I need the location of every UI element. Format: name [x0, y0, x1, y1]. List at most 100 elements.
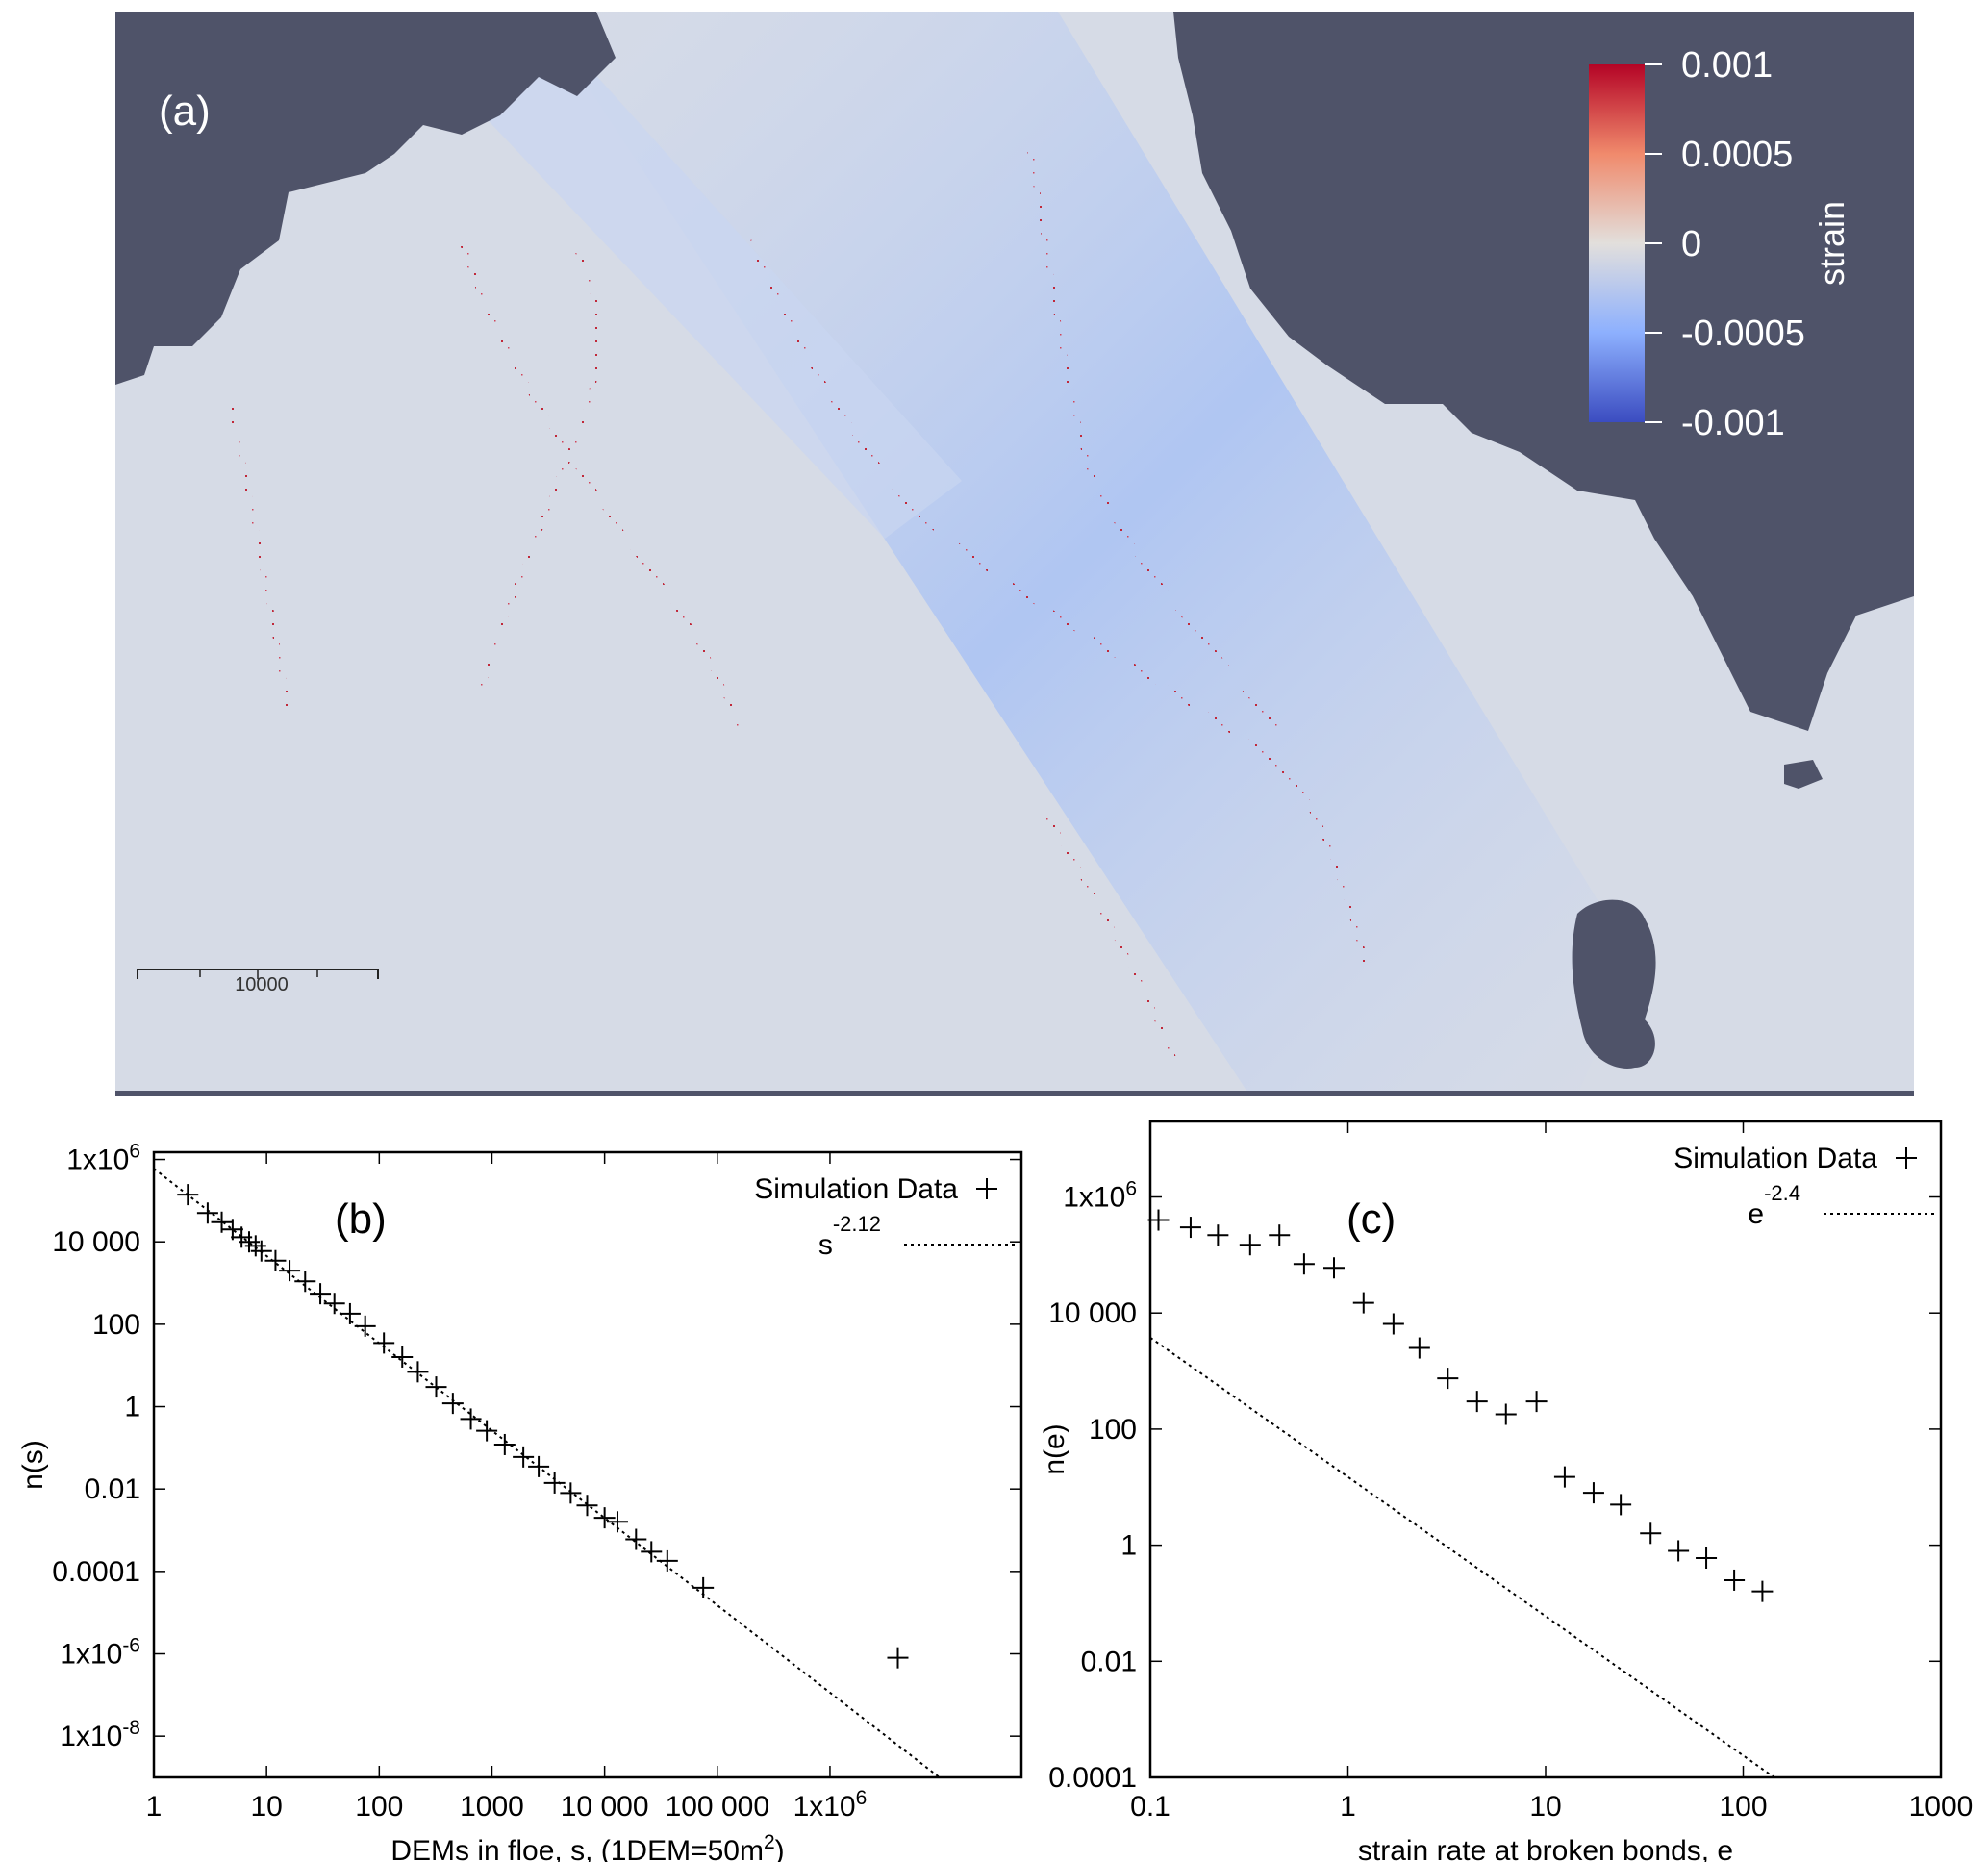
data-point: [1466, 1391, 1488, 1413]
legend-data-label: Simulation Data: [1673, 1143, 1877, 1174]
data-point: [441, 1393, 464, 1415]
chart-c: (c) 0.1 1 10 100 1000 0.0001 0.01 1 100 10 000 1x1…: [1039, 1120, 1974, 1862]
x-tick-label: 10: [1529, 1791, 1561, 1823]
x-tick-label: 100: [1719, 1791, 1767, 1823]
data-point: [264, 1249, 287, 1271]
data-point: [476, 1420, 498, 1442]
data-point: [493, 1433, 516, 1455]
data-point: [407, 1361, 429, 1383]
data-point: [1239, 1234, 1261, 1256]
data-point: [1382, 1313, 1404, 1335]
data-point: [279, 1260, 301, 1282]
colorbar-tick-label: -0.001: [1681, 403, 1785, 443]
x-tick-label: 10 000: [561, 1791, 649, 1823]
data-point: [593, 1507, 616, 1529]
plot-frame: [1148, 1120, 1943, 1779]
y-axis-label: n(e): [1039, 1423, 1070, 1474]
land-northeast: [1173, 12, 1914, 731]
y-tick-label: 1x106: [1063, 1178, 1137, 1214]
data-point: [1495, 1403, 1517, 1425]
y-axis-label: n(s): [17, 1440, 49, 1490]
data-point: [1207, 1224, 1229, 1246]
y-tick-label: 0.0001: [52, 1556, 140, 1588]
x-tick-label: 100 000: [666, 1791, 769, 1823]
map-panel-label: (a): [159, 88, 211, 135]
data-point: [1610, 1494, 1632, 1516]
colorbar-gradient: [1589, 64, 1645, 422]
data-point: [1322, 1257, 1345, 1279]
land-northwest: [115, 12, 616, 385]
data-point: [1352, 1292, 1374, 1314]
chart-b-panel-label: (b): [335, 1195, 387, 1243]
data-point: [1269, 1224, 1291, 1246]
y-tick-label: 10 000: [52, 1226, 140, 1258]
plot-frame: [152, 1150, 1023, 1779]
colorbar: 0.001 0.0005 0 -0.0005 -0.001 strain: [1589, 45, 1851, 443]
y-tick-label: 1x10-8: [60, 1717, 140, 1752]
y-tick-label: 100: [92, 1309, 140, 1341]
legend-fit-label: e-2.4: [1748, 1181, 1800, 1230]
data-point: [425, 1376, 447, 1398]
map-bottom-edge: [115, 1091, 1914, 1096]
data-point: [625, 1528, 647, 1550]
data-point: [1525, 1391, 1548, 1413]
x-tick-label: 100: [355, 1791, 403, 1823]
y-tick-label: 1: [124, 1392, 140, 1423]
data-point: [1751, 1580, 1774, 1602]
x-tick-label: 1x106: [793, 1787, 868, 1823]
data-point: [1582, 1482, 1604, 1504]
chart-c-panel-label: (c): [1346, 1195, 1396, 1243]
y-tick-label: 0.01: [85, 1473, 140, 1505]
data-point: [294, 1271, 316, 1293]
data-point: [513, 1446, 535, 1468]
land-masses: [115, 12, 1914, 1096]
data-point: [1724, 1569, 1746, 1591]
colorbar-title: strain: [1812, 201, 1851, 286]
data-point: [250, 1240, 272, 1262]
data-point: [1696, 1547, 1718, 1569]
colorbar-tick-label: 0.0005: [1681, 135, 1793, 175]
data-point: [1640, 1522, 1662, 1545]
chart-b: (b) 1 10 100 1000 10 000 100 000 1x106 1x10-8 1x…: [17, 1141, 1023, 1862]
y-tick-label: 1x106: [66, 1141, 140, 1176]
y-tick-label: 1x10-6: [60, 1635, 140, 1671]
data-point: [354, 1315, 376, 1337]
data-point: [339, 1302, 361, 1324]
data-point: [1437, 1368, 1459, 1390]
legend-fit-label: s-2.12: [818, 1212, 881, 1261]
data-point: [1408, 1337, 1430, 1359]
diagonal-strain-band: [539, 12, 1635, 1096]
y-tick-label: 10 000: [1048, 1297, 1137, 1329]
colorbar-tick-label: -0.0005: [1681, 314, 1805, 354]
strain-band-upper: [385, 12, 962, 539]
data-point: [543, 1472, 566, 1494]
data-point: [528, 1455, 550, 1477]
x-axis-label: DEMs in floe, s, (1DEM=50m2): [390, 1831, 784, 1862]
data-point: [391, 1346, 414, 1368]
data-point: [310, 1283, 332, 1305]
crack-lines: [228, 143, 1369, 1060]
island-south: [1572, 899, 1656, 1069]
data-point: [641, 1541, 663, 1563]
y-tick-label: 100: [1089, 1414, 1137, 1446]
data-point: [560, 1482, 582, 1504]
x-tick-label: 0.1: [1130, 1791, 1170, 1823]
x-axis-label: strain rate at broken bonds, e: [1358, 1835, 1733, 1862]
x-tick-label: 1000: [460, 1791, 524, 1823]
data-point: [177, 1184, 199, 1206]
data-point: [1147, 1209, 1170, 1231]
legend-data-marker: [976, 1178, 997, 1199]
y-tick-label: 1: [1120, 1530, 1137, 1562]
x-tick-label: 1000: [1909, 1791, 1974, 1823]
legend-data-label: Simulation Data: [754, 1173, 958, 1205]
data-point: [1179, 1217, 1201, 1239]
data-point: [656, 1549, 678, 1572]
y-tick-label: 0.0001: [1048, 1762, 1137, 1794]
data-point: [196, 1202, 218, 1224]
data-point: [244, 1235, 266, 1257]
data-point: [1668, 1540, 1690, 1562]
data-point: [211, 1211, 233, 1233]
scale-bar-label: 10000: [235, 974, 289, 995]
legend-data-marker: [1896, 1147, 1917, 1169]
data-point: [460, 1408, 482, 1430]
